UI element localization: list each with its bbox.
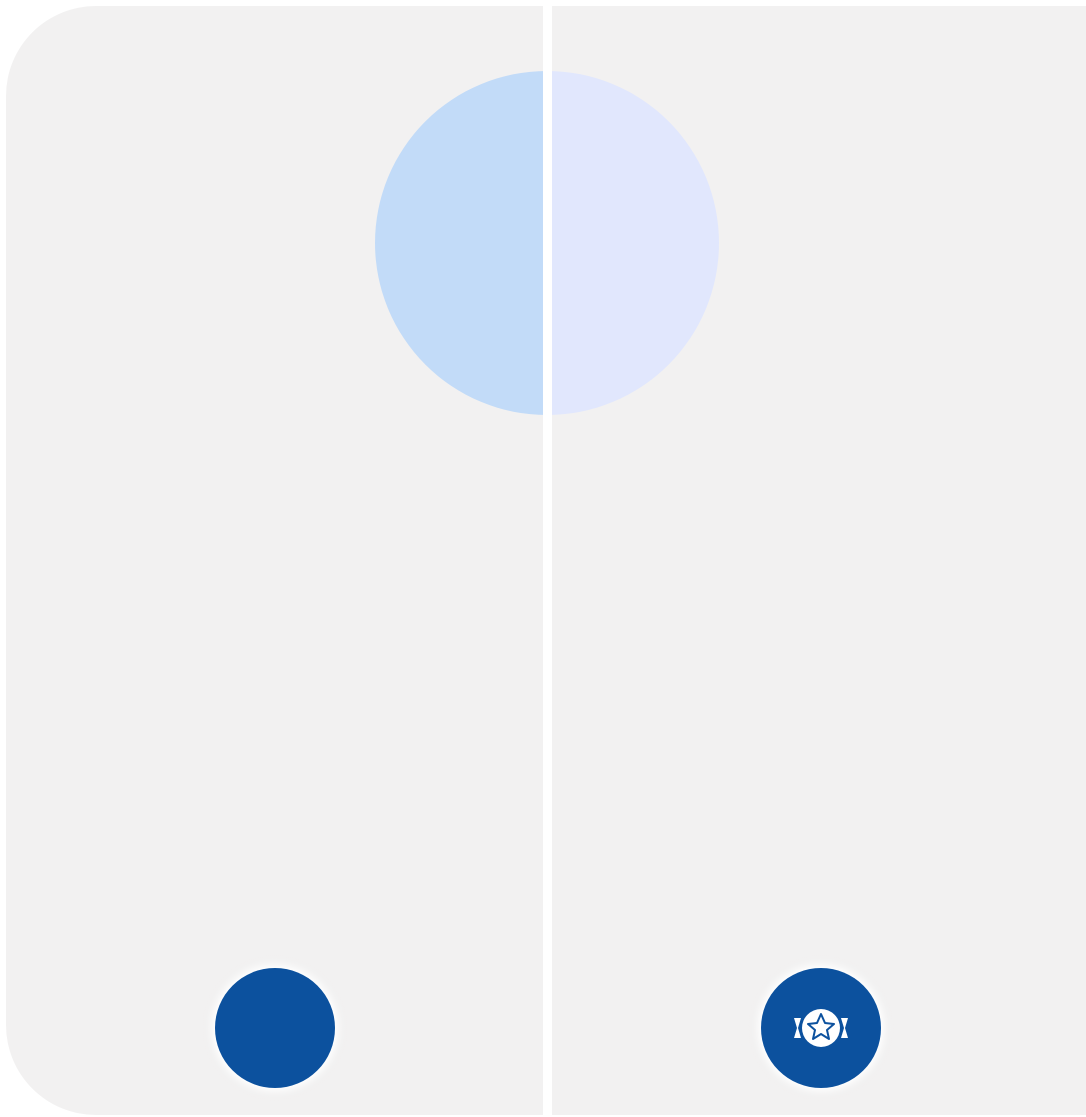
button-circle <box>215 968 335 1088</box>
divider <box>543 0 552 1117</box>
button-right[interactable] <box>747 954 895 1102</box>
badge-icon <box>794 1009 848 1047</box>
button-left[interactable] <box>201 954 349 1102</box>
decor-circle-left <box>375 71 547 415</box>
decor-circle-right <box>547 71 719 415</box>
